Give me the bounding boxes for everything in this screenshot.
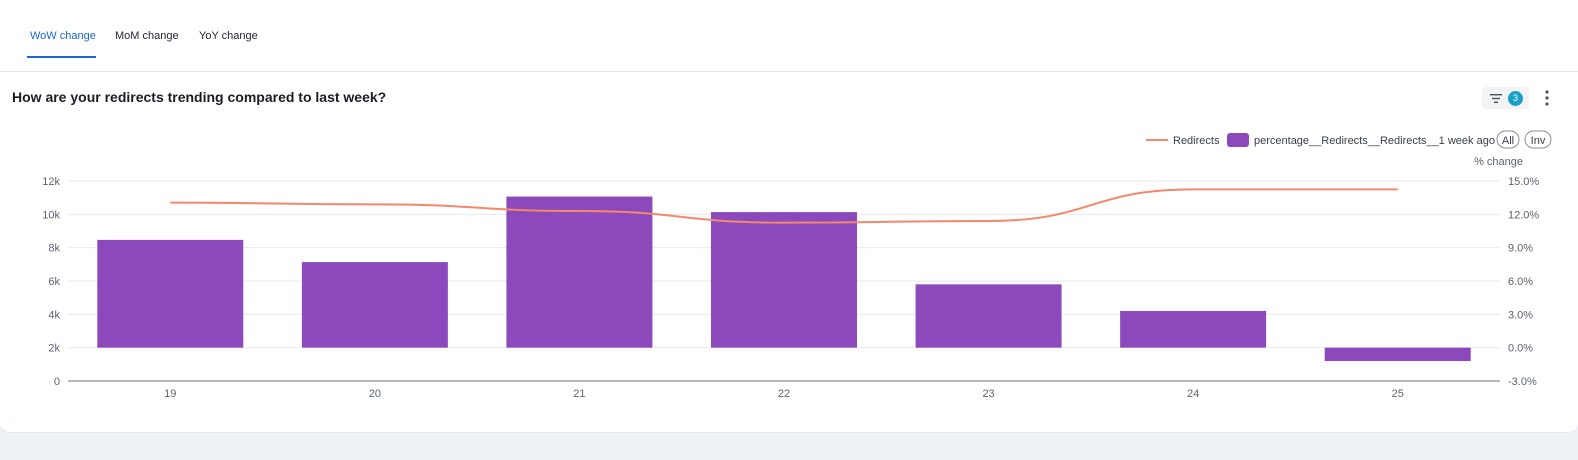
y-right-tick-label: 15.0% — [1508, 176, 1539, 188]
tab-mom-change[interactable]: MoM change — [115, 30, 179, 42]
x-tick-label: 25 — [1392, 388, 1404, 400]
y-right-tick-label: 3.0% — [1508, 309, 1533, 321]
y-left-tick-label: 0 — [54, 376, 60, 388]
chart-card: WoW change MoM change YoY change How are… — [0, 0, 1578, 433]
more-vertical-icon — [1545, 90, 1549, 106]
y-left-tick-label: 10k — [42, 209, 60, 221]
more-options-button[interactable] — [1540, 87, 1554, 109]
legend-all-button[interactable]: All — [1496, 130, 1520, 149]
legend-inv-button[interactable]: Inv — [1524, 130, 1552, 149]
bar — [301, 262, 448, 348]
legend-label-redirects: Redirects — [1173, 135, 1220, 147]
y-right-tick-label: 6.0% — [1508, 276, 1533, 288]
legend-all-pill — [1496, 130, 1520, 149]
x-tick-label: 20 — [369, 388, 381, 400]
x-tick-label: 21 — [573, 388, 585, 400]
y-left-tick-label: 2k — [48, 343, 60, 355]
filter-icon — [1490, 94, 1502, 103]
y-right-tick-label: 9.0% — [1508, 243, 1533, 255]
chart-title: How are your redirects trending compared… — [12, 89, 387, 105]
bar — [506, 196, 653, 348]
legend-inv-label: Inv — [1531, 135, 1546, 147]
tab-bar: WoW change MoM change YoY change — [0, 0, 1578, 72]
bar — [915, 284, 1062, 348]
y-left-tick-label: 6k — [48, 276, 60, 288]
y-right-axis-title: % change — [1474, 156, 1523, 168]
legend-inv-pill — [1524, 130, 1552, 149]
bar — [1324, 347, 1471, 361]
x-tick-label: 24 — [1187, 388, 1199, 400]
active-tab-indicator — [27, 56, 96, 58]
tab-yoy-change[interactable]: YoY change — [199, 30, 258, 42]
legend-all-label: All — [1502, 135, 1514, 147]
x-tick-label: 23 — [982, 388, 994, 400]
bar — [1120, 311, 1267, 348]
redirects-line — [170, 188, 1398, 224]
combo-chart: 0 2k 4k 6k 8k 10k 12k -3.0% 0.0% 3.0% 6.0% 9.0% 12.0… — [42, 130, 1552, 400]
y-left-tick-label: 4k — [48, 309, 60, 321]
filter-button[interactable]: 3 — [1482, 87, 1529, 109]
filter-count-badge: 3 — [1508, 91, 1523, 106]
y-right-tick-label: 0.0% — [1508, 343, 1533, 355]
y-right-tick-label: 12.0% — [1508, 209, 1539, 221]
bar — [711, 212, 857, 348]
x-tick-label: 22 — [778, 388, 790, 400]
y-left-tick-label: 8k — [48, 243, 60, 255]
bar — [97, 239, 244, 348]
legend-label-percentage: percentage__Redirects__Redirects__1 week… — [1254, 135, 1495, 147]
legend-swatch-percentage — [1227, 133, 1249, 147]
y-right-tick-label: -3.0% — [1508, 376, 1537, 388]
x-tick-label: 19 — [164, 388, 176, 400]
y-left-tick-label: 12k — [42, 176, 60, 188]
tab-wow-change[interactable]: WoW change — [30, 30, 96, 42]
